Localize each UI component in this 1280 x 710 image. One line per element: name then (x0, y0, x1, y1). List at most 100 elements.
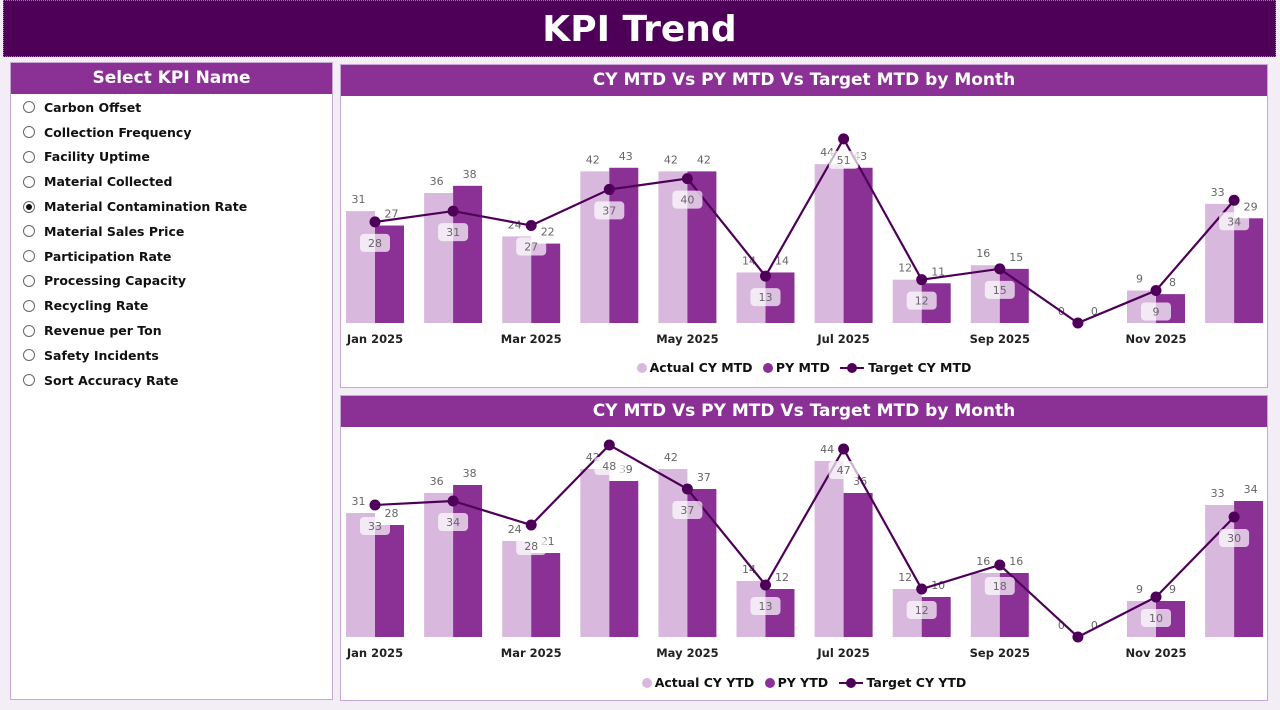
slicer-option[interactable]: Material Collected (11, 169, 332, 194)
legend-actual[interactable]: Actual CY YTD (641, 675, 755, 690)
data-label-actual: 31 (352, 193, 366, 206)
legend-label: PY MTD (775, 360, 830, 375)
slicer-option[interactable]: Participation Rate (11, 244, 332, 269)
data-label-target: 27 (524, 241, 538, 254)
legend-target[interactable]: Target CY YTD (838, 675, 966, 690)
target-label-box (906, 601, 937, 619)
radio-icon[interactable] (23, 101, 35, 114)
target-label-box (1141, 302, 1171, 321)
radio-icon[interactable] (23, 225, 35, 238)
target-point (681, 483, 693, 495)
radio-icon[interactable] (23, 150, 35, 163)
bar-actual (814, 461, 844, 637)
slicer-option[interactable]: Recycling Rate (11, 293, 332, 318)
slicer-option[interactable]: Safety Incidents (11, 343, 332, 368)
slicer-option[interactable]: Revenue per Ton (11, 318, 332, 343)
legend-label: Actual CY MTD (649, 360, 753, 375)
data-label-py: 16 (1009, 555, 1023, 568)
slicer-option-label: Recycling Rate (44, 298, 149, 314)
data-label-target: 48 (602, 460, 616, 473)
legend-py[interactable]: PY MTD (762, 360, 830, 375)
radio-icon[interactable] (23, 175, 35, 188)
slicer-option[interactable]: Facility Uptime (11, 145, 332, 170)
slicer-title: Select KPI Name (11, 63, 332, 94)
slicer-option-label: Material Contamination Rate (44, 199, 248, 215)
data-label-py: 42 (697, 153, 711, 166)
bar-py (375, 525, 404, 637)
bar-actual (502, 541, 532, 637)
data-label-actual: 36 (430, 175, 444, 188)
radio-icon[interactable] (23, 126, 35, 139)
radio-icon[interactable] (23, 374, 35, 387)
data-label-target: 15 (993, 284, 1007, 297)
data-label-actual: 33 (1211, 186, 1225, 199)
x-tick-label: Jan 2025 (346, 332, 403, 346)
slicer-option[interactable]: Collection Frequency (11, 120, 332, 145)
bar-actual (814, 164, 844, 323)
target-point (369, 499, 381, 511)
target-label-box (1219, 529, 1250, 547)
slicer-option[interactable]: Material Sales Price (11, 219, 332, 244)
x-tick-label: Nov 2025 (1125, 646, 1186, 660)
target-point (603, 183, 615, 195)
radio-icon[interactable] (23, 349, 35, 362)
target-point (447, 205, 459, 217)
data-label-target: 28 (368, 237, 382, 250)
legend-line-icon (838, 677, 863, 688)
legend-label: Target CY MTD (868, 360, 972, 375)
target-label-box (438, 513, 469, 531)
data-label-py: 38 (463, 168, 477, 181)
data-label-target: 40 (680, 194, 694, 207)
slicer-option-label: Material Sales Price (44, 223, 185, 239)
data-label-target: 10 (1149, 612, 1163, 625)
data-label-py: 28 (385, 507, 399, 520)
radio-icon[interactable] (23, 299, 35, 312)
slicer-option[interactable]: Carbon Offset (11, 95, 332, 120)
data-label-actual: 33 (1211, 487, 1225, 500)
data-label-py: 29 (1244, 200, 1258, 213)
target-point (1150, 285, 1162, 297)
target-label-box (984, 280, 1015, 299)
target-point (525, 519, 537, 531)
data-label-actual: 36 (430, 475, 444, 488)
target-line (374, 136, 1235, 325)
data-label-actual: 44 (820, 443, 834, 456)
radio-icon[interactable] (23, 200, 35, 213)
legend-dot-icon (762, 362, 773, 373)
data-label-target: 13 (759, 291, 773, 304)
radio-icon[interactable] (23, 324, 35, 337)
data-label-target: 12 (915, 295, 929, 308)
data-label-py: 43 (619, 150, 633, 163)
bar-actual (658, 469, 688, 637)
slicer-option[interactable]: Sort Accuracy Rate (11, 368, 332, 393)
x-tick-label: Jul 2025 (816, 332, 869, 346)
x-tick-label: Mar 2025 (501, 646, 562, 660)
slicer-option-label: Material Collected (44, 174, 173, 190)
radio-icon[interactable] (23, 274, 35, 287)
slicer-option[interactable]: Material Contamination Rate (11, 194, 332, 219)
target-point (1228, 511, 1240, 523)
legend-target[interactable]: Target CY MTD (840, 360, 971, 375)
data-label-actual: 42 (664, 451, 678, 464)
bar-py (453, 485, 483, 637)
data-label-py: 9 (1169, 583, 1176, 596)
slicer-option-label: Processing Capacity (44, 273, 186, 289)
legend-label: Actual CY YTD (654, 675, 755, 690)
target-point (1072, 317, 1084, 329)
slicer-option[interactable]: Processing Capacity (11, 269, 332, 294)
slicer-option-label: Safety Incidents (44, 347, 159, 363)
radio-icon[interactable] (23, 250, 35, 263)
data-label-py: 27 (385, 208, 399, 221)
target-point (603, 439, 615, 451)
target-label-box (1219, 212, 1250, 231)
target-label-box (984, 577, 1015, 595)
slicer-option-label: Carbon Offset (44, 99, 142, 115)
legend-actual[interactable]: Actual CY MTD (636, 360, 753, 375)
legend-dot-icon (641, 677, 652, 688)
data-label-py: 0 (1091, 305, 1098, 318)
slicer-option-label: Sort Accuracy Rate (44, 372, 179, 388)
slicer-option-label: Participation Rate (44, 248, 172, 264)
bar-actual (580, 171, 610, 323)
legend-py[interactable]: PY YTD (764, 675, 828, 690)
target-point (681, 173, 693, 185)
